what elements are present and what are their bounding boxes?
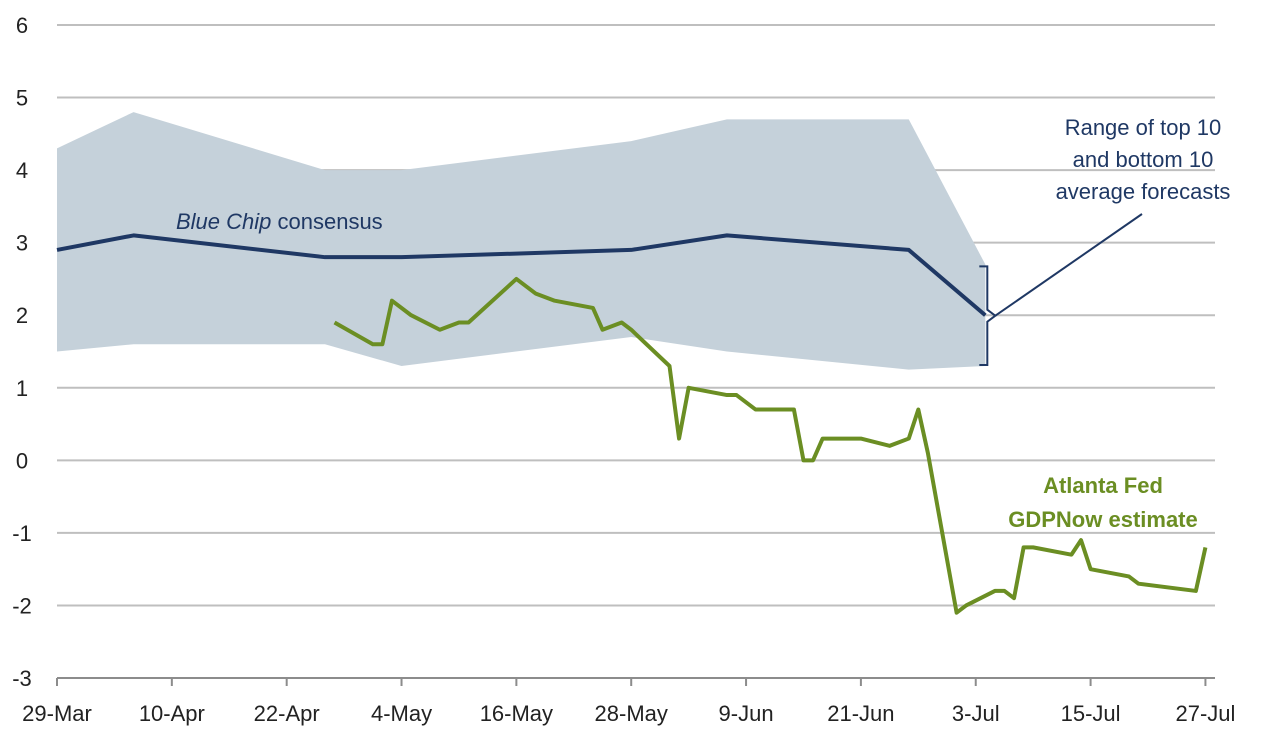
gdpnow-label-line1: Atlanta Fed xyxy=(1043,473,1163,498)
x-tick-label: 4-May xyxy=(371,701,432,726)
x-tick-label: 16-May xyxy=(480,701,553,726)
x-axis: 29-Mar 10-Apr 22-Apr 4-May 16-May 28-May 9-Jun… xyxy=(22,677,1235,726)
x-tick-label: 21-Jun xyxy=(827,701,894,726)
y-tick-label: 4 xyxy=(16,158,28,183)
gdpnow-estimate-line xyxy=(333,276,1208,615)
y-tick-label: 3 xyxy=(16,231,28,256)
range-band-layer xyxy=(57,112,986,370)
forecast-range-band xyxy=(57,112,986,370)
x-tick-label: 3-Jul xyxy=(952,701,1000,726)
y-tick-label: -1 xyxy=(12,521,32,546)
series-lines xyxy=(56,233,1208,615)
y-tick-label: 6 xyxy=(16,13,28,38)
y-tick-label: 0 xyxy=(16,448,28,473)
x-tick-label: 22-Apr xyxy=(254,701,320,726)
blue-chip-label-rest: consensus xyxy=(271,209,382,234)
range-label-line3: average forecasts xyxy=(1056,179,1231,204)
blue-chip-label-italic: Blue Chip xyxy=(176,209,271,234)
y-tick-label: 2 xyxy=(16,303,28,328)
range-leader-line xyxy=(994,213,1143,317)
blue-chip-label: Blue Chip consensus xyxy=(176,209,383,234)
y-tick-label: -3 xyxy=(12,666,32,691)
x-tick-label: 10-Apr xyxy=(139,701,205,726)
blue-chip-consensus-line xyxy=(56,233,987,317)
y-tick-label: -2 xyxy=(12,593,32,618)
gdpnow-label-line2: GDPNow estimate xyxy=(1008,507,1198,532)
range-label-line1: Range of top 10 xyxy=(1065,115,1222,140)
y-tick-label: 1 xyxy=(16,376,28,401)
x-tick-label: 29-Mar xyxy=(22,701,92,726)
y-tick-label: 5 xyxy=(16,86,28,111)
y-axis: 6 5 4 3 2 1 0 -1 -2 -3 xyxy=(12,13,32,691)
range-label-line2: and bottom 10 xyxy=(1073,147,1214,172)
x-tick-label: 9-Jun xyxy=(719,701,774,726)
x-tick-label: 15-Jul xyxy=(1061,701,1121,726)
x-tick-label: 27-Jul xyxy=(1175,701,1235,726)
x-tick-label: 28-May xyxy=(595,701,668,726)
